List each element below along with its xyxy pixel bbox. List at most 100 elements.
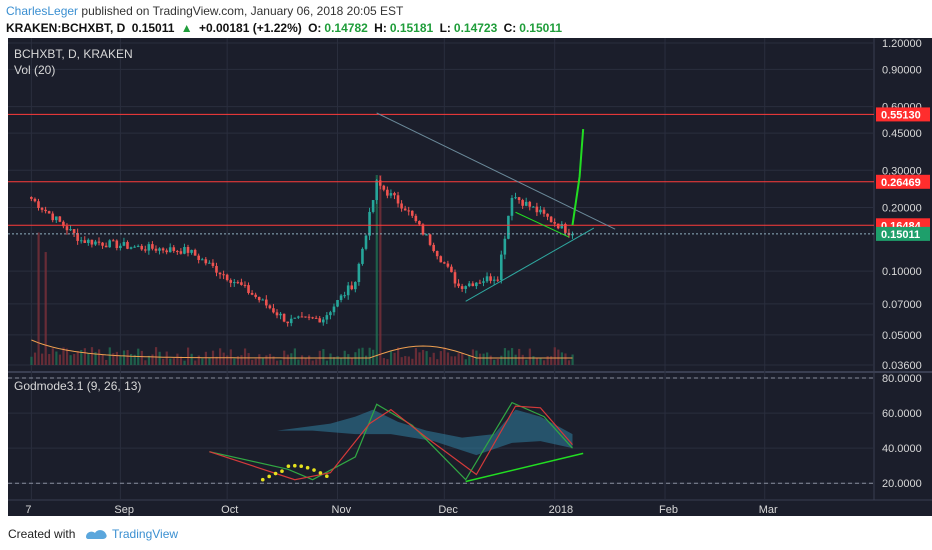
candle-body (300, 316, 304, 318)
price-label: 0.55130 (881, 109, 921, 121)
volume-bar (183, 360, 186, 365)
candle-body (464, 286, 467, 289)
candle-body (40, 207, 44, 210)
candle-body (389, 193, 393, 196)
candle-body (186, 246, 190, 253)
candle-body (471, 283, 475, 287)
candle-body (361, 248, 364, 264)
volume-bar (158, 351, 161, 365)
volume-bar (418, 352, 421, 365)
volume-bar (315, 359, 318, 365)
wedge-line (515, 211, 570, 238)
volume-bar (532, 356, 535, 365)
price-label-box (876, 107, 930, 122)
candle-body (435, 250, 439, 257)
candle-body (211, 262, 215, 266)
volume-bar (425, 351, 428, 365)
volume-bar (332, 357, 336, 365)
candle-body (208, 262, 211, 264)
candle-body (528, 201, 532, 207)
candle-body (304, 316, 307, 318)
volume-bar (172, 358, 175, 365)
volume-bar (496, 359, 499, 365)
candle-body (122, 242, 126, 246)
volume-bar (201, 358, 204, 365)
author-link[interactable]: CharlesLeger (6, 4, 79, 18)
candle-body (76, 233, 79, 241)
y-tick-label: 1.20000 (882, 38, 922, 50)
volume-bar (33, 352, 37, 365)
volume-bar (308, 355, 311, 365)
volume-bar (176, 353, 179, 365)
candle-body (357, 263, 361, 283)
volume-bar (108, 347, 111, 365)
volume-bar (37, 232, 40, 365)
candle-body (410, 210, 414, 216)
volume-bar (144, 360, 147, 365)
footer: Created with TradingView (0, 516, 932, 550)
x-tick-label: Nov (332, 504, 352, 516)
osc-signal-dot (280, 469, 284, 474)
candle-body (126, 242, 129, 249)
candle-body (225, 274, 229, 281)
candle-body (503, 238, 507, 255)
volume-bar (279, 360, 282, 365)
volume-bar (268, 353, 272, 365)
volume-bar (393, 352, 396, 365)
osc-y-tick-label: 60.0000 (882, 408, 922, 420)
volume-bar (247, 353, 250, 365)
candle-body (33, 198, 37, 202)
volume-bar (105, 359, 108, 365)
price-label-box (876, 226, 930, 241)
triangle-lower-line (465, 227, 595, 302)
candle-body (339, 295, 343, 301)
chart-area[interactable]: 7SepOctNovDec2018FebMar1.200000.900000.6… (8, 38, 932, 516)
candle-body (571, 233, 574, 236)
candle-body (542, 209, 546, 214)
candle-body (307, 316, 311, 318)
osc-signal-dot (293, 463, 297, 468)
close-value: 0.15011 (519, 21, 563, 35)
volume-bar (553, 347, 556, 365)
volume-bar (436, 359, 439, 365)
candle-body (275, 312, 279, 316)
volume-bar (204, 351, 207, 365)
candle-body (282, 313, 286, 322)
volume-bar (169, 358, 172, 365)
volume-bar (190, 353, 193, 365)
volume-bar (229, 349, 232, 365)
volume-bar (340, 357, 343, 365)
candle-body (179, 251, 183, 254)
candle-body (318, 318, 322, 323)
candle-body (396, 195, 400, 204)
candle-body (393, 193, 396, 196)
volume-bar (58, 354, 62, 365)
volume-bar (48, 354, 51, 365)
candle-body (151, 244, 154, 249)
candle-body (147, 244, 151, 251)
volume-bar (30, 356, 33, 365)
volume-bar (386, 359, 389, 365)
candle-body (168, 247, 172, 253)
volume-bar (126, 350, 129, 365)
candle-body (51, 213, 55, 221)
candle-body (247, 285, 250, 293)
volume-bar (329, 353, 332, 365)
volume-bar (571, 354, 574, 365)
candle-body (407, 210, 411, 212)
candle-body (111, 240, 115, 242)
y-tick-label: 0.45000 (882, 128, 922, 140)
price-pane-title: BCHXBT, D, KRAKEN (14, 47, 133, 61)
tradingview-brand-link[interactable]: TradingView (112, 527, 179, 541)
volume-bar (226, 355, 229, 365)
volume-bar (325, 360, 329, 365)
candle-body (165, 250, 168, 253)
candle-body (65, 226, 69, 231)
candle-body (30, 197, 33, 199)
candle-body (279, 313, 282, 316)
volume-bar (233, 358, 236, 365)
volume-bar (411, 358, 414, 365)
candle-body (136, 245, 140, 247)
volume-bar (443, 347, 446, 365)
candle-body (94, 241, 97, 245)
